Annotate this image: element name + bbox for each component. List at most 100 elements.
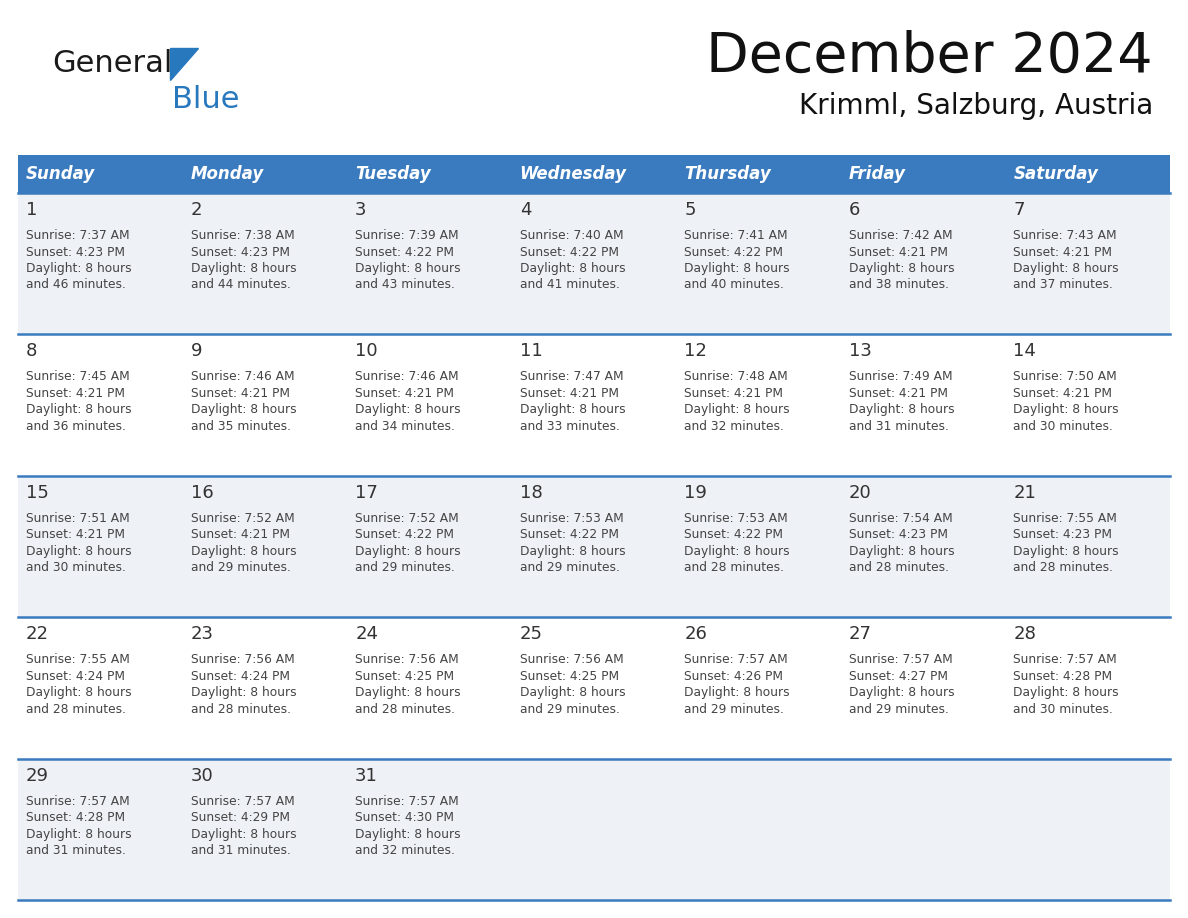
Text: Sunset: 4:23 PM: Sunset: 4:23 PM	[26, 245, 125, 259]
Text: Daylight: 8 hours: Daylight: 8 hours	[684, 262, 790, 275]
Text: Sunset: 4:24 PM: Sunset: 4:24 PM	[26, 670, 125, 683]
Text: 28: 28	[1013, 625, 1036, 644]
Text: Thursday: Thursday	[684, 165, 771, 183]
Text: Daylight: 8 hours: Daylight: 8 hours	[1013, 544, 1119, 558]
Text: and 28 minutes.: and 28 minutes.	[1013, 561, 1113, 575]
Text: and 30 minutes.: and 30 minutes.	[26, 561, 126, 575]
Text: Wednesday: Wednesday	[519, 165, 627, 183]
Text: Daylight: 8 hours: Daylight: 8 hours	[849, 686, 954, 700]
Text: and 29 minutes.: and 29 minutes.	[519, 702, 620, 716]
Text: Sunset: 4:25 PM: Sunset: 4:25 PM	[355, 670, 454, 683]
Text: and 28 minutes.: and 28 minutes.	[190, 702, 291, 716]
Text: Sunset: 4:21 PM: Sunset: 4:21 PM	[190, 528, 290, 542]
Text: and 28 minutes.: and 28 minutes.	[355, 702, 455, 716]
Text: 24: 24	[355, 625, 378, 644]
Text: Sunset: 4:21 PM: Sunset: 4:21 PM	[355, 386, 454, 400]
Text: Sunrise: 7:41 AM: Sunrise: 7:41 AM	[684, 229, 788, 242]
Text: and 35 minutes.: and 35 minutes.	[190, 420, 291, 433]
Text: Monday: Monday	[190, 165, 264, 183]
Text: 23: 23	[190, 625, 214, 644]
Text: Daylight: 8 hours: Daylight: 8 hours	[26, 262, 132, 275]
Text: Daylight: 8 hours: Daylight: 8 hours	[519, 403, 625, 417]
Text: 14: 14	[1013, 342, 1036, 361]
Text: and 32 minutes.: and 32 minutes.	[355, 844, 455, 857]
Text: Sunrise: 7:43 AM: Sunrise: 7:43 AM	[1013, 229, 1117, 242]
Text: and 37 minutes.: and 37 minutes.	[1013, 278, 1113, 292]
Text: Sunrise: 7:56 AM: Sunrise: 7:56 AM	[355, 654, 459, 666]
Text: and 34 minutes.: and 34 minutes.	[355, 420, 455, 433]
Text: Krimml, Salzburg, Austria: Krimml, Salzburg, Austria	[798, 92, 1154, 120]
Text: Sunset: 4:27 PM: Sunset: 4:27 PM	[849, 670, 948, 683]
Text: 22: 22	[26, 625, 49, 644]
Text: 4: 4	[519, 201, 531, 219]
Text: Daylight: 8 hours: Daylight: 8 hours	[355, 544, 461, 558]
Text: and 29 minutes.: and 29 minutes.	[355, 561, 455, 575]
Text: Daylight: 8 hours: Daylight: 8 hours	[1013, 262, 1119, 275]
Text: Saturday: Saturday	[1013, 165, 1098, 183]
Text: 7: 7	[1013, 201, 1025, 219]
Text: Daylight: 8 hours: Daylight: 8 hours	[26, 828, 132, 841]
Text: Daylight: 8 hours: Daylight: 8 hours	[26, 544, 132, 558]
Text: Daylight: 8 hours: Daylight: 8 hours	[190, 403, 296, 417]
Text: General: General	[52, 50, 172, 79]
Text: Sunrise: 7:46 AM: Sunrise: 7:46 AM	[190, 370, 295, 384]
Text: Sunrise: 7:57 AM: Sunrise: 7:57 AM	[684, 654, 788, 666]
Text: Daylight: 8 hours: Daylight: 8 hours	[1013, 403, 1119, 417]
Text: 16: 16	[190, 484, 214, 502]
Text: Sunrise: 7:42 AM: Sunrise: 7:42 AM	[849, 229, 953, 242]
Text: Tuesday: Tuesday	[355, 165, 431, 183]
Text: 31: 31	[355, 767, 378, 785]
Text: Sunset: 4:22 PM: Sunset: 4:22 PM	[355, 245, 454, 259]
Text: Daylight: 8 hours: Daylight: 8 hours	[355, 262, 461, 275]
Text: Daylight: 8 hours: Daylight: 8 hours	[355, 403, 461, 417]
Bar	[18, 476, 1170, 617]
Text: and 29 minutes.: and 29 minutes.	[519, 561, 620, 575]
Text: Daylight: 8 hours: Daylight: 8 hours	[355, 828, 461, 841]
Text: Sunrise: 7:56 AM: Sunrise: 7:56 AM	[519, 654, 624, 666]
Text: Sunrise: 7:53 AM: Sunrise: 7:53 AM	[684, 512, 788, 525]
Text: Daylight: 8 hours: Daylight: 8 hours	[26, 403, 132, 417]
Text: Sunset: 4:23 PM: Sunset: 4:23 PM	[1013, 528, 1112, 542]
Text: Daylight: 8 hours: Daylight: 8 hours	[1013, 686, 1119, 700]
Text: Sunset: 4:21 PM: Sunset: 4:21 PM	[849, 245, 948, 259]
Text: 21: 21	[1013, 484, 1036, 502]
Text: 30: 30	[190, 767, 214, 785]
Text: Sunrise: 7:55 AM: Sunrise: 7:55 AM	[1013, 512, 1117, 525]
Text: Sunset: 4:21 PM: Sunset: 4:21 PM	[849, 386, 948, 400]
Text: Sunrise: 7:39 AM: Sunrise: 7:39 AM	[355, 229, 459, 242]
Text: and 41 minutes.: and 41 minutes.	[519, 278, 620, 292]
Text: Daylight: 8 hours: Daylight: 8 hours	[849, 262, 954, 275]
Bar	[18, 617, 1170, 758]
Text: 5: 5	[684, 201, 696, 219]
Text: Sunrise: 7:49 AM: Sunrise: 7:49 AM	[849, 370, 953, 384]
Text: 18: 18	[519, 484, 543, 502]
Text: Blue: Blue	[172, 85, 240, 115]
Text: and 28 minutes.: and 28 minutes.	[849, 561, 949, 575]
Bar	[18, 334, 1170, 476]
Text: Sunset: 4:30 PM: Sunset: 4:30 PM	[355, 812, 454, 824]
Text: and 32 minutes.: and 32 minutes.	[684, 420, 784, 433]
Text: 10: 10	[355, 342, 378, 361]
Text: 19: 19	[684, 484, 707, 502]
Text: Daylight: 8 hours: Daylight: 8 hours	[190, 262, 296, 275]
Text: and 31 minutes.: and 31 minutes.	[190, 844, 290, 857]
Text: Sunset: 4:21 PM: Sunset: 4:21 PM	[684, 386, 783, 400]
Text: 12: 12	[684, 342, 707, 361]
Text: Sunrise: 7:40 AM: Sunrise: 7:40 AM	[519, 229, 624, 242]
Text: Sunset: 4:22 PM: Sunset: 4:22 PM	[684, 528, 783, 542]
Text: Sunrise: 7:57 AM: Sunrise: 7:57 AM	[190, 795, 295, 808]
Text: and 38 minutes.: and 38 minutes.	[849, 278, 949, 292]
Text: Sunset: 4:22 PM: Sunset: 4:22 PM	[684, 245, 783, 259]
Text: and 28 minutes.: and 28 minutes.	[684, 561, 784, 575]
Text: and 31 minutes.: and 31 minutes.	[26, 844, 126, 857]
Text: Sunset: 4:21 PM: Sunset: 4:21 PM	[26, 528, 125, 542]
Bar	[18, 155, 1170, 193]
Text: Sunrise: 7:45 AM: Sunrise: 7:45 AM	[26, 370, 129, 384]
Text: Sunrise: 7:53 AM: Sunrise: 7:53 AM	[519, 512, 624, 525]
Text: Daylight: 8 hours: Daylight: 8 hours	[519, 686, 625, 700]
Text: and 30 minutes.: and 30 minutes.	[1013, 702, 1113, 716]
Text: 9: 9	[190, 342, 202, 361]
Text: and 43 minutes.: and 43 minutes.	[355, 278, 455, 292]
Text: Sunrise: 7:38 AM: Sunrise: 7:38 AM	[190, 229, 295, 242]
Text: Sunset: 4:28 PM: Sunset: 4:28 PM	[26, 812, 125, 824]
